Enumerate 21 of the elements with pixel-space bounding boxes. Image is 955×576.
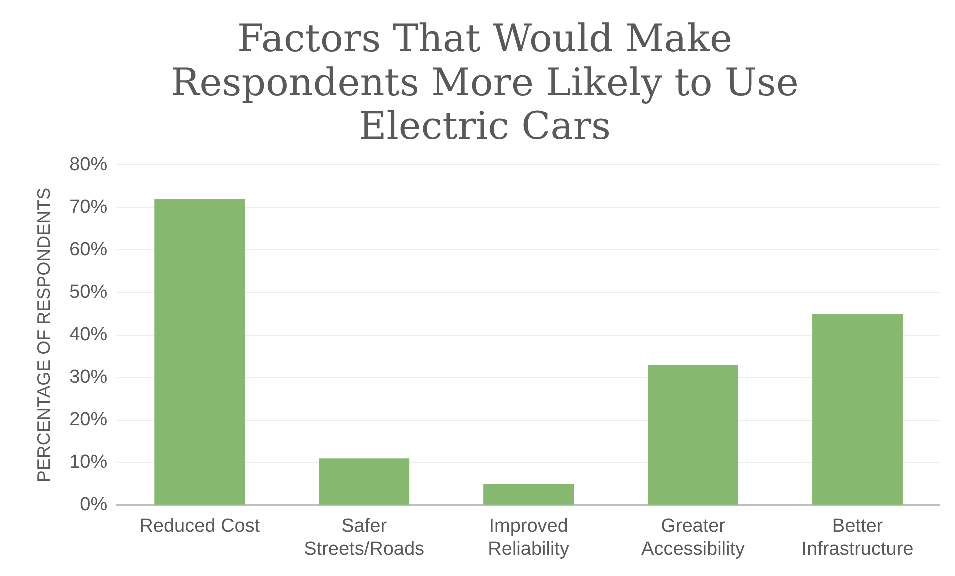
y-tick-label: 10%: [70, 452, 108, 474]
x-tick-label: Safer Streets/Roads: [304, 516, 425, 560]
y-tick-label: 0%: [80, 494, 108, 516]
x-tick-label: Better Infrastructure: [802, 516, 914, 560]
bar: [812, 314, 903, 505]
x-tick-label: Greater Accessibility: [642, 516, 746, 560]
y-tick-label: 70%: [70, 196, 108, 218]
y-axis-title: PERCENTAGE OF RESPONDENTS: [34, 188, 54, 483]
y-tick-label: 20%: [70, 410, 108, 431]
y-tick-label: 30%: [70, 367, 108, 388]
y-tick-label: 60%: [70, 239, 108, 260]
bar: [484, 484, 574, 505]
y-tick-label: 80%: [70, 154, 108, 176]
bar: [648, 365, 739, 505]
bar: [319, 458, 410, 505]
chart-title: Factors That Would Make Respondents More Likely to Use Electric Cars: [171, 16, 799, 148]
x-tick-label: Reduced Cost: [140, 516, 261, 538]
bar: [154, 199, 246, 505]
y-tick-label: 50%: [70, 282, 108, 303]
y-tick-label: 40%: [70, 324, 108, 346]
x-tick-label: Improved Reliability: [488, 516, 570, 560]
